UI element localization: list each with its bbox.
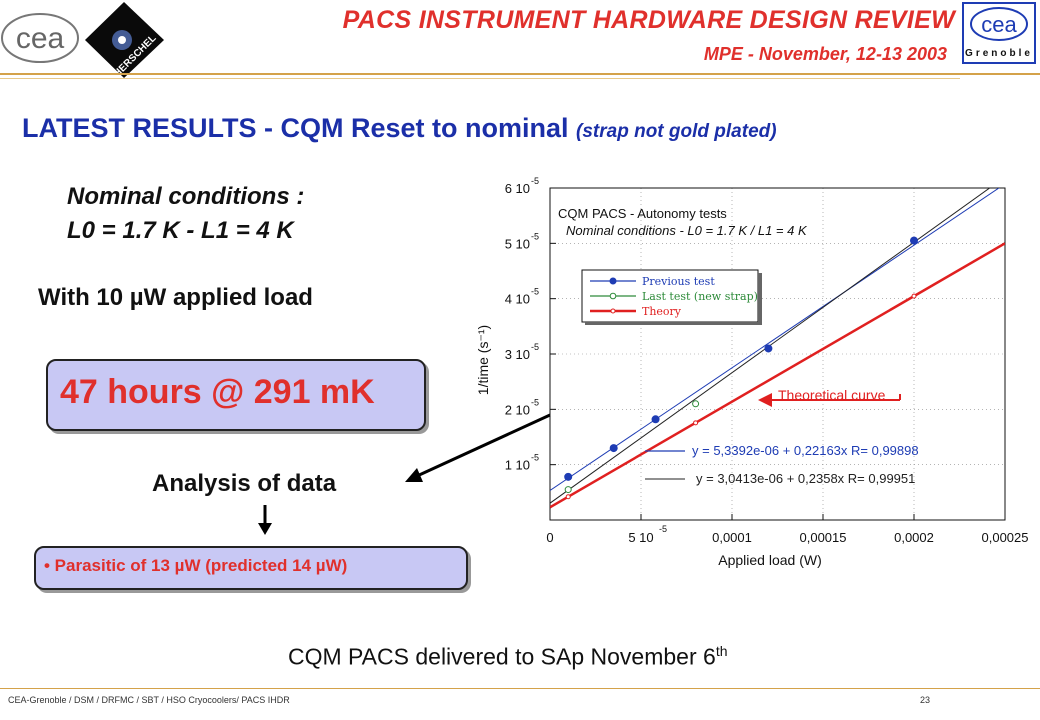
- legend-last-test: Last test (new strap): [642, 290, 758, 303]
- theory-marker: [911, 293, 917, 299]
- footer-text: CEA-Grenoble / DSM / DRFMC / SBT / HSO C…: [8, 695, 290, 705]
- y-tick-label: 4 10: [505, 292, 530, 307]
- previous-test-point: [764, 344, 773, 353]
- cea-grenoble-logo-sub: Grenoble: [965, 48, 1033, 59]
- chart-legend: Previous test Last test (new strap) Theo…: [581, 269, 762, 325]
- fit-label-previous: y = 5,3392e-06 + 0,22163x R= 0,99898: [692, 443, 919, 458]
- chart-ylabel: 1/time (s⁻¹): [475, 325, 491, 395]
- previous-test-point: [609, 444, 618, 453]
- chart-points: [564, 236, 918, 500]
- previous-test-point: [651, 415, 660, 424]
- cea-grenoble-logo-text: cea: [981, 12, 1017, 37]
- header-subtitle: MPE - November, 12-13 2003: [703, 44, 947, 64]
- parasitic-box: [34, 546, 468, 590]
- cea-grenoble-logo: cea Grenoble: [962, 2, 1036, 64]
- cea-logo-left-text: cea: [16, 22, 65, 55]
- theory-annotation-text: Theoretical curve: [778, 387, 886, 403]
- footer-divider: [0, 688, 1040, 689]
- previous-test-point: [564, 472, 573, 481]
- theory-annotation: Theoretical curve: [758, 387, 901, 407]
- last-test-point: [564, 486, 572, 494]
- x-tick-label: 0,00025: [982, 530, 1029, 545]
- delivery-note: CQM PACS delivered to SAp November 6th: [288, 643, 728, 671]
- nominal-line-2: L0 = 1.7 K - L1 = 4 K: [67, 217, 294, 244]
- y-tick-label: 2 10: [505, 402, 530, 417]
- nominal-line-1: Nominal conditions :: [67, 183, 305, 210]
- y-tick-label: 3 10: [505, 347, 530, 362]
- fit-labels: y = 5,3392e-06 + 0,22163x R= 0,99898 y =…: [645, 443, 919, 486]
- header-divider-secondary: [0, 78, 960, 79]
- legend-theory: Theory: [642, 305, 682, 318]
- pointer-arrow-icon: [405, 413, 551, 482]
- nominal-conditions: Nominal conditions : L0 = 1.7 K - L1 = 4…: [67, 180, 304, 248]
- header-divider: [0, 73, 1040, 75]
- theory-marker: [565, 494, 571, 500]
- herschel-logo: HERSCHEL: [82, 0, 167, 80]
- theory-marker: [693, 420, 699, 426]
- delivery-note-sup: th: [715, 643, 728, 659]
- y-tick-exponent: -5: [531, 176, 539, 186]
- y-tick-exponent: -5: [531, 453, 539, 463]
- delivery-note-text: CQM PACS delivered to SAp November 6: [288, 643, 716, 670]
- chart-title-line1: CQM PACS - Autonomy tests: [558, 206, 727, 221]
- header-title: PACS INSTRUMENT HARDWARE DESIGN REVIEW: [342, 6, 955, 34]
- applied-load-text: With 10 µW applied load: [38, 284, 313, 311]
- fit-line-0: [550, 188, 1000, 491]
- last-test-point: [692, 400, 700, 408]
- x-tick-exponent: -5: [659, 524, 667, 534]
- hours-result: 47 hours @ 291 mK: [60, 373, 375, 411]
- fit-label-last: y = 3,0413e-06 + 0,2358x R= 0,99951: [696, 471, 915, 486]
- x-tick-label: 0,00015: [800, 530, 847, 545]
- cea-logo-left: cea: [0, 10, 80, 65]
- page-number: 23: [920, 695, 931, 705]
- fit-line-1: [550, 188, 991, 504]
- analysis-of-data: Analysis of data: [152, 470, 337, 497]
- theory-line: [550, 242, 1005, 509]
- slide-title: LATEST RESULTS - CQM Reset to nominal (s…: [22, 113, 777, 144]
- x-tick-label: 5 10: [628, 530, 653, 545]
- x-tick-label: 0: [546, 530, 553, 545]
- chart-axes: 1 10 -52 10 -53 10 -54 10 -55 10 -56 10 -50 5 1…: [505, 176, 1029, 545]
- y-tick-label: 6 10: [505, 181, 530, 196]
- previous-test-point: [910, 236, 918, 245]
- y-tick-exponent: -5: [531, 342, 539, 352]
- slide-title-note: (strap not gold plated): [576, 121, 777, 142]
- x-tick-label: 0,0002: [894, 530, 934, 545]
- legend-previous-test: Previous test: [642, 275, 715, 288]
- y-tick-exponent: -5: [531, 287, 539, 297]
- autonomy-chart: 1 10 -52 10 -53 10 -54 10 -55 10 -56 10 -50 5 1…: [475, 176, 1029, 568]
- y-tick-exponent: -5: [531, 231, 539, 241]
- y-tick-label: 1 10: [505, 458, 530, 473]
- hours-box: [46, 359, 426, 431]
- parasitic-result: • Parasitic of 13 µW (predicted 14 µW): [44, 556, 348, 575]
- down-arrow-icon: [258, 505, 272, 535]
- y-tick-exponent: -5: [531, 397, 539, 407]
- chart-xlabel: Applied load (W): [718, 552, 822, 568]
- y-tick-label: 5 10: [505, 236, 530, 251]
- x-tick-label: 0,0001: [712, 530, 752, 545]
- chart-title-line2: Nominal conditions - L0 = 1.7 K / L1 = 4…: [566, 223, 808, 238]
- chart-lines: [550, 188, 1005, 509]
- slide-title-main: LATEST RESULTS - CQM Reset to nominal: [22, 113, 569, 143]
